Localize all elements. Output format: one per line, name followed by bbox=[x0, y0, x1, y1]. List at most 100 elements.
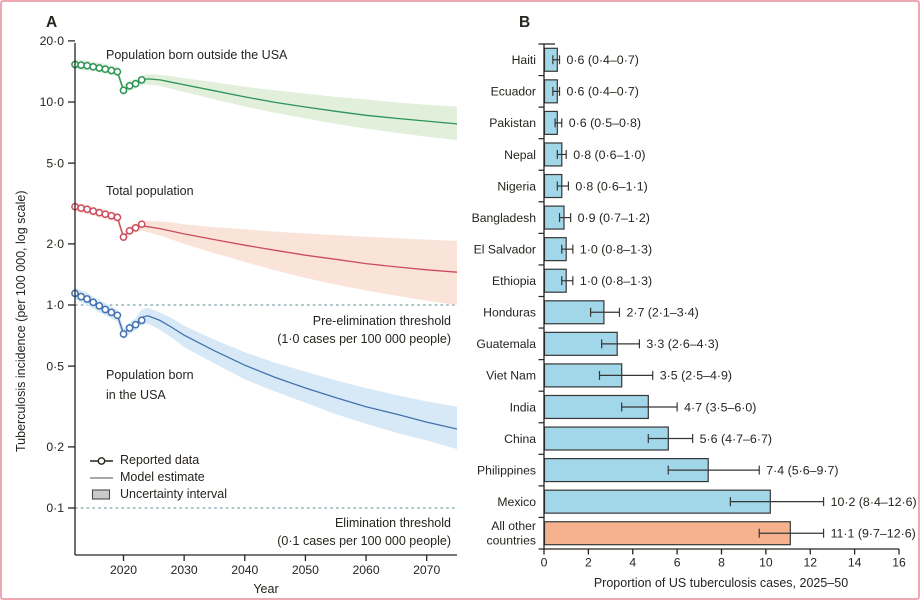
x-tick-label: 2020 bbox=[110, 563, 137, 577]
x-axis-title-b: Proportion of US tuberculosis cases, 202… bbox=[593, 576, 849, 590]
legend-label-uncertainty-interval: Uncertainty interval bbox=[120, 486, 227, 501]
bar-value-label: 3·5 (2·5–4·9) bbox=[660, 369, 732, 383]
category-label: Guatemala bbox=[476, 337, 536, 351]
y-tick-label: 5·0 bbox=[46, 156, 64, 170]
data-point-population-born-in-the-usa bbox=[119, 330, 128, 338]
data-point-total-population bbox=[137, 220, 146, 229]
data-point-total-population bbox=[77, 204, 85, 212]
model-line-population-born-outside-the-usa bbox=[135, 78, 458, 125]
bar-all-other-countries bbox=[543, 521, 791, 546]
panel-a: 20·0 10·0 5·0 2·0 1·0 0·5 0·2 0·1 2020 2030 2040 20… bbox=[40, 34, 458, 577]
b-x-tick-label: 12 bbox=[803, 556, 817, 570]
bar-value-label: 0·6 (0·4–0·7) bbox=[567, 53, 639, 67]
data-point-population-born-outside-the-usa bbox=[113, 67, 122, 76]
data-point-population-born-in-the-usa bbox=[89, 298, 98, 307]
data-point-total-population bbox=[107, 211, 116, 220]
series-label-usa-born-line1: Population born bbox=[106, 368, 194, 382]
series-label-usa-born: Population born in the USA bbox=[106, 366, 194, 405]
category-label: India bbox=[510, 400, 537, 414]
bar-value-label: 10·2 (8·4–12·6) bbox=[831, 495, 917, 509]
data-point-total-population bbox=[125, 226, 134, 235]
bar-value-label: 0·6 (0·4–0·7) bbox=[567, 85, 639, 99]
data-point-total-population bbox=[131, 223, 140, 232]
bar-value-label: 0·8 (0·6–1·1) bbox=[575, 179, 647, 193]
x-tick-label: 2040 bbox=[231, 563, 258, 577]
model-line-total-population bbox=[135, 225, 458, 273]
category-label: Mexico bbox=[497, 495, 536, 509]
category-label: countries bbox=[487, 533, 536, 547]
b-x-tick-label: 10 bbox=[759, 556, 773, 570]
bar-value-label: 2·7 (2·1–3·4) bbox=[626, 306, 698, 320]
uncertainty-band-population-born-outside-the-usa bbox=[75, 59, 457, 140]
elimination-threshold-sub: (0·1 cases per 100 000 people) bbox=[277, 533, 451, 548]
category-label: Nigeria bbox=[497, 179, 536, 193]
series-label-usa-born-line2: in the USA bbox=[106, 387, 166, 402]
bar-value-label: 1·0 (0·8–1·3) bbox=[580, 242, 652, 256]
series-label-total-population: Total population bbox=[106, 184, 194, 198]
panel-b-label: B bbox=[519, 14, 531, 31]
data-point-population-born-outside-the-usa bbox=[101, 65, 110, 74]
reported-data-marker-icon bbox=[90, 456, 113, 465]
pre-elimination-threshold-sub: (1·0 cases per 100 000 people) bbox=[277, 331, 451, 346]
data-point-population-born-outside-the-usa bbox=[137, 76, 146, 84]
data-point-population-born-in-the-usa bbox=[113, 311, 122, 320]
bar-value-label: 1·0 (0·8–1·3) bbox=[580, 274, 652, 288]
category-label: Ethiopia bbox=[492, 274, 536, 288]
model-line-population-born-in-the-usa bbox=[135, 315, 458, 430]
legend-label-model-estimate: Model estimate bbox=[120, 469, 205, 484]
data-point-population-born-in-the-usa bbox=[101, 305, 110, 314]
pre-elimination-threshold-title: Pre-elimination threshold bbox=[312, 314, 451, 328]
category-label: Ecuador bbox=[491, 85, 536, 99]
uncertainty-band-total-population bbox=[75, 202, 457, 305]
y-tick-label: 0·2 bbox=[46, 440, 64, 454]
y-tick-label: 10·0 bbox=[40, 95, 65, 109]
category-label: Nepal bbox=[504, 148, 536, 162]
category-label: Honduras bbox=[483, 306, 536, 320]
elimination-threshold-title: Elimination threshold bbox=[334, 516, 451, 530]
category-label: China bbox=[504, 432, 536, 446]
pre-elimination-threshold-label: Pre-elimination threshold (1·0 cases per… bbox=[277, 313, 451, 348]
y-tick-label: 1·0 bbox=[46, 298, 64, 312]
b-x-tick-label: 16 bbox=[892, 556, 906, 570]
data-point-total-population bbox=[119, 233, 128, 241]
data-point-population-born-in-the-usa bbox=[131, 320, 140, 329]
bar-value-label: 4·7 (3·5–6·0) bbox=[684, 400, 756, 414]
data-point-population-born-outside-the-usa bbox=[131, 79, 140, 88]
bar-value-label: 11·1 (9·7–12·6) bbox=[831, 527, 916, 541]
category-label: Haiti bbox=[512, 53, 536, 67]
uncertainty-interval-marker-icon bbox=[91, 489, 111, 500]
data-point-population-born-in-the-usa bbox=[107, 308, 116, 317]
x-tick-label: 2070 bbox=[413, 563, 440, 577]
panel-b: 0·6 (0·4–0·7) Haiti 0·6 (0·4–0·7) Ecuador 0·… bbox=[472, 43, 917, 570]
bar-value-label: 7·4 (5·6–9·7) bbox=[766, 463, 838, 477]
y-tick-label: 0·5 bbox=[46, 359, 64, 373]
category-label: El Salvador bbox=[474, 242, 536, 256]
y-axis-title: Tuberculosis incidence (per 100 000, log… bbox=[14, 190, 28, 453]
x-tick-label: 2050 bbox=[292, 563, 319, 577]
legend: Reported data Model estimate Uncertainty… bbox=[89, 452, 227, 503]
data-point-population-born-outside-the-usa bbox=[95, 64, 104, 72]
uncertainty-band-population-born-in-the-usa bbox=[75, 287, 457, 450]
b-x-tick-label: 14 bbox=[848, 556, 862, 570]
legend-item-model-estimate: Model estimate bbox=[89, 469, 227, 486]
model-estimate-marker-icon bbox=[90, 476, 113, 479]
panel-a-label: A bbox=[46, 14, 58, 31]
category-label: Viet Nam bbox=[486, 369, 536, 383]
legend-item-reported-data: Reported data bbox=[89, 452, 227, 469]
bar-value-label: 0·9 (0·7–1·2) bbox=[578, 211, 650, 225]
category-label: All other bbox=[491, 519, 536, 533]
data-point-total-population bbox=[113, 213, 122, 222]
bar-value-label: 5·6 (4·7–6·7) bbox=[700, 432, 772, 446]
b-x-tick-label: 8 bbox=[718, 556, 725, 570]
bar-value-label: 0·8 (0·6–1·0) bbox=[573, 148, 645, 162]
category-label: Philippines bbox=[477, 463, 536, 477]
bar-value-label: 3·3 (2·6–4·3) bbox=[646, 337, 718, 351]
data-point-total-population bbox=[89, 207, 98, 215]
series-label-outside-usa: Population born outside the USA bbox=[106, 48, 288, 62]
data-point-total-population bbox=[83, 205, 91, 214]
legend-label-reported-data: Reported data bbox=[120, 452, 200, 467]
data-point-population-born-outside-the-usa bbox=[89, 62, 98, 71]
x-tick-label: 2060 bbox=[352, 563, 379, 577]
